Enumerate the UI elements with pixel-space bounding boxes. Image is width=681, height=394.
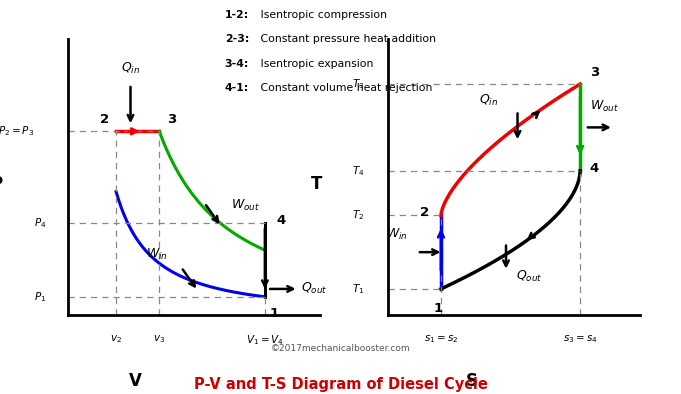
Text: Constant volume heat rejection: Constant volume heat rejection: [257, 83, 433, 93]
Text: $W_{out}$: $W_{out}$: [231, 198, 259, 213]
Text: S: S: [466, 372, 478, 390]
Text: 3-4:: 3-4:: [225, 59, 249, 69]
Text: 3: 3: [167, 113, 176, 126]
Text: 1: 1: [270, 307, 279, 320]
Text: 1: 1: [434, 302, 443, 315]
Text: ©2017mechanicalbooster.com: ©2017mechanicalbooster.com: [270, 344, 411, 353]
Text: 4: 4: [277, 214, 286, 227]
Text: T: T: [311, 175, 322, 193]
Text: $P_4$: $P_4$: [34, 216, 46, 230]
Text: 1-2:: 1-2:: [225, 10, 249, 20]
Text: $Q_{in}$: $Q_{in}$: [121, 61, 140, 76]
Text: $s_1 = s_2$: $s_1 = s_2$: [424, 334, 458, 346]
Text: $T_1$: $T_1$: [352, 282, 364, 296]
Text: $W_{in}$: $W_{in}$: [385, 227, 407, 242]
Text: $Q_{out}$: $Q_{out}$: [301, 281, 328, 296]
Text: Isentropic expansion: Isentropic expansion: [257, 59, 374, 69]
Text: $T_4$: $T_4$: [351, 164, 364, 178]
Text: $P_2 = P_3$: $P_2 = P_3$: [0, 125, 35, 138]
Text: V: V: [129, 372, 142, 390]
Text: 2-3:: 2-3:: [225, 34, 249, 44]
Text: $W_{in}$: $W_{in}$: [146, 247, 168, 262]
Text: 2: 2: [99, 113, 109, 126]
Text: $v_3$: $v_3$: [153, 334, 165, 346]
Text: P: P: [0, 175, 2, 193]
Text: Isentropic compression: Isentropic compression: [257, 10, 387, 20]
Text: P-V and T-S Diagram of Diesel Cycle: P-V and T-S Diagram of Diesel Cycle: [193, 377, 488, 392]
Text: $T_2$: $T_2$: [352, 208, 364, 222]
Text: $Q_{out}$: $Q_{out}$: [516, 269, 542, 284]
Text: $P_1$: $P_1$: [34, 290, 46, 304]
Text: $W_{out}$: $W_{out}$: [590, 99, 619, 114]
Text: $Q_{in}$: $Q_{in}$: [479, 93, 498, 108]
Text: $V_1 = V_4$: $V_1 = V_4$: [246, 334, 284, 348]
Text: $v_2$: $v_2$: [110, 334, 122, 346]
Text: $T_3$: $T_3$: [352, 77, 364, 91]
Text: 4-1:: 4-1:: [225, 83, 249, 93]
Text: 2: 2: [420, 206, 429, 219]
Text: Constant pressure heat addition: Constant pressure heat addition: [257, 34, 437, 44]
Text: $s_3 = s_4$: $s_3 = s_4$: [563, 334, 597, 346]
Text: 4: 4: [590, 162, 599, 175]
Text: 3: 3: [590, 66, 599, 79]
